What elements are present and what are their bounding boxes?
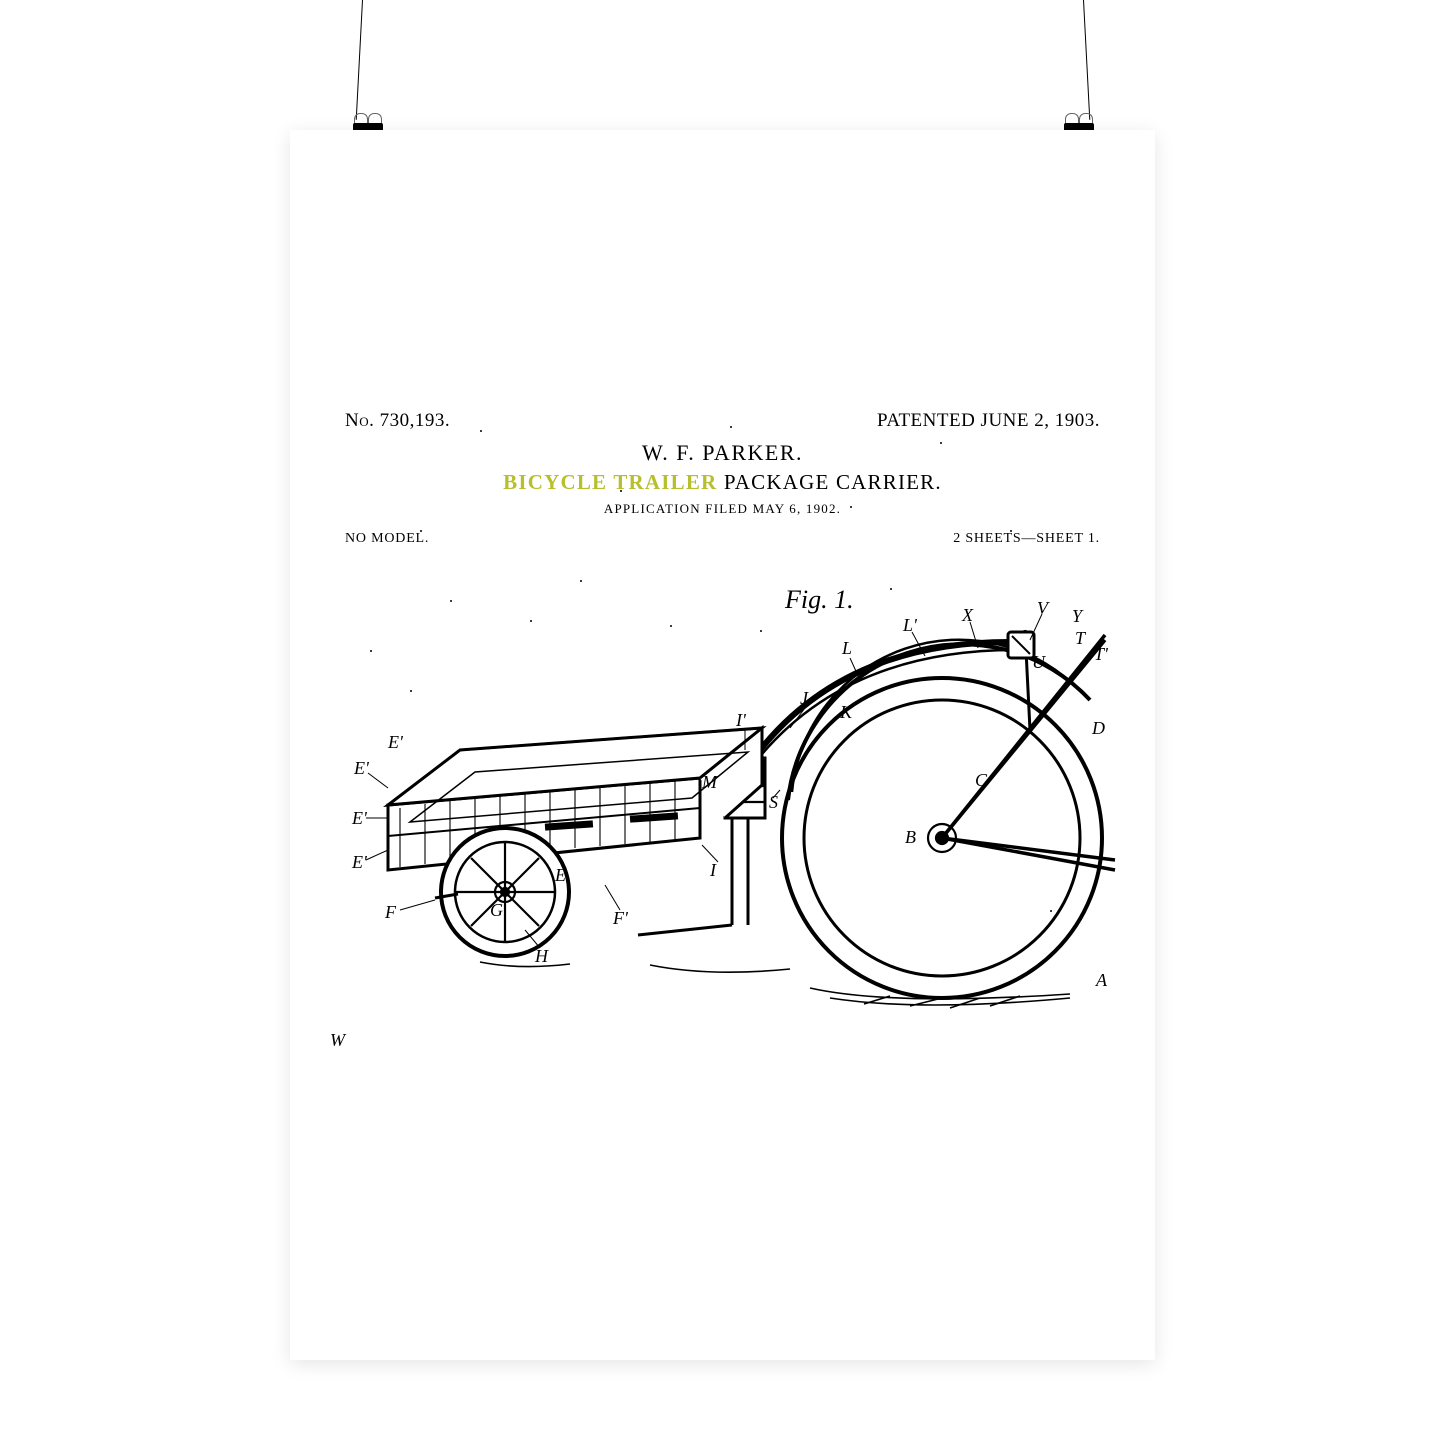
title-highlight: BICYCLE TRAILER <box>503 470 717 494</box>
ref-I: I <box>710 860 716 881</box>
application-filed: APPLICATION FILED MAY 6, 1902. <box>345 501 1100 517</box>
ref-D: D <box>1092 718 1105 739</box>
ref-Y: Y <box>1072 606 1082 627</box>
ref-K: K <box>840 702 852 723</box>
ref-E: E <box>555 865 566 886</box>
ref-V: V <box>1037 598 1048 619</box>
ref-E3: E' <box>352 852 367 873</box>
patent-title: BICYCLE TRAILER PACKAGE CARRIER. <box>345 470 1100 495</box>
ref-L: L <box>842 638 852 659</box>
ref-E4: E' <box>388 732 403 753</box>
patent-poster: No. 730,193. PATENTED JUNE 2, 1903. W. F… <box>290 130 1155 1360</box>
ref-E1: E' <box>354 758 369 779</box>
figure-label: Fig. 1. <box>785 585 854 615</box>
ref-E2: E' <box>352 808 367 829</box>
no-model: NO MODEL. <box>345 531 429 547</box>
ref-X: X <box>962 605 973 626</box>
ref-A: A <box>1096 970 1107 991</box>
patent-date: PATENTED JUNE 2, 1903. <box>877 410 1100 432</box>
ref-U: U <box>1032 652 1045 673</box>
ref-F: F <box>385 902 396 923</box>
ref-I1: I' <box>736 710 746 731</box>
ref-J: J <box>800 688 808 709</box>
ref-C: C <box>975 770 987 791</box>
ref-L1: L' <box>903 615 917 636</box>
patent-header: No. 730,193. PATENTED JUNE 2, 1903. W. F… <box>290 410 1155 547</box>
ref-T: T <box>1075 628 1085 649</box>
ref-F1: F' <box>613 908 628 929</box>
ref-W: W <box>330 1030 345 1051</box>
hanger-wire-right <box>1083 0 1090 120</box>
ref-T1: T' <box>1094 644 1108 665</box>
patent-figure-svg <box>330 570 1115 1025</box>
patent-number: No. 730,193. <box>345 410 450 432</box>
ref-M: M <box>702 772 717 793</box>
ref-B: B <box>905 827 916 848</box>
inventor-name: W. F. PARKER. <box>345 440 1100 466</box>
title-rest: PACKAGE CARRIER. <box>717 470 941 494</box>
hanger-wire-left <box>356 0 363 120</box>
patent-drawing: Fig. 1. <box>330 570 1115 1025</box>
ref-S: S <box>769 792 778 813</box>
sheet-info: 2 SHEETS—SHEET 1. <box>953 531 1100 547</box>
ref-G: G <box>490 900 503 921</box>
ref-H: H <box>535 946 548 967</box>
